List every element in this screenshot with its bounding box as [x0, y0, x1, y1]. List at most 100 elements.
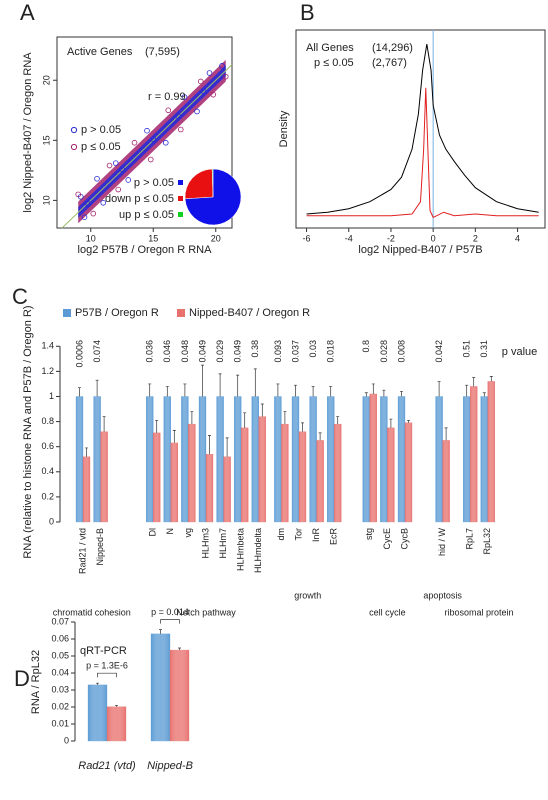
point: [147, 156, 154, 163]
panel-letter: B: [300, 0, 315, 25]
error-bar: [218, 373, 222, 397]
error-bar: [400, 391, 403, 397]
annotation: r = 0.99: [148, 91, 186, 103]
y-tick-label: 0.06: [51, 633, 69, 643]
error-bar: [437, 381, 441, 397]
x-tick-label: Nipped-B: [95, 528, 105, 566]
y-tick-label: 0.04: [51, 667, 69, 677]
error-bar: [472, 377, 476, 387]
x-tick-label: vg: [183, 528, 193, 538]
bar-shine: [153, 432, 161, 522]
error-bar: [283, 411, 287, 425]
y-axis-label: RNA / RpL32: [30, 650, 42, 714]
error-bar: [389, 418, 393, 428]
p-value: 0.029: [215, 340, 225, 363]
bar-shine: [292, 396, 299, 522]
error-bar: [444, 427, 448, 441]
pie-legend-swatch: [178, 180, 183, 185]
x-axis-label: log2 P57B / Oregon R RNA: [78, 244, 213, 256]
x-tick-label: Tor: [293, 528, 303, 541]
x-tick-label: 4: [515, 233, 520, 243]
p-value: 0.046: [162, 340, 172, 363]
x-tick-label: Nipped-B: [147, 760, 193, 772]
x-tick-label: HLHm7: [218, 528, 228, 559]
y-tick-label: 0.01: [51, 718, 69, 728]
legend-label: All Genes: [306, 42, 354, 54]
bar-shine: [442, 440, 450, 522]
p-value: 0.008: [396, 340, 406, 363]
x-tick-label: 2: [473, 233, 478, 243]
x-tick-label: RpL32: [482, 528, 492, 555]
y-axis-label: RNA (relative to histone RNA and P57B / …: [22, 305, 34, 558]
bar-shine: [380, 396, 388, 522]
point: [106, 162, 113, 169]
bracket: [97, 672, 117, 678]
chart-title: Active Genes: [67, 46, 133, 58]
point: [194, 108, 200, 115]
y-tick-label: 0.4: [41, 466, 54, 476]
point: [219, 63, 225, 69]
bar-shine: [163, 396, 171, 522]
error-bar: [95, 379, 99, 397]
y-tick-label: 10: [41, 195, 51, 205]
error-bar: [201, 364, 204, 397]
p-value: 0.31: [479, 340, 489, 358]
error-bar: [85, 447, 88, 457]
density-line: [306, 43, 539, 215]
point: [100, 199, 107, 206]
y-tick-label: 0.6: [41, 441, 54, 451]
x-tick-label: hid / W: [437, 528, 447, 557]
p-value: 0.38: [250, 340, 260, 358]
bar-shine: [405, 422, 412, 522]
error-bar: [183, 383, 187, 397]
x-tick-label: HLHmdelta: [253, 528, 263, 573]
error-bar: [382, 389, 386, 397]
p-value: 0.0006: [74, 340, 84, 368]
error-bar: [172, 430, 176, 443]
chart-title: qRT-PCR: [80, 645, 127, 657]
p-value: 0.036: [145, 340, 155, 363]
x-tick-label: 15: [148, 233, 158, 243]
error-bar: [243, 412, 247, 428]
point: [177, 126, 184, 133]
x-tick-label: stg: [364, 528, 374, 540]
point: [162, 139, 169, 146]
error-bar: [115, 704, 118, 707]
error-bar: [225, 437, 229, 457]
bar-shine: [216, 396, 224, 522]
y-tick-label: 1.4: [41, 341, 54, 351]
point: [115, 186, 122, 193]
point: [210, 91, 217, 98]
point: [165, 107, 172, 114]
x-tick-label: EcR: [329, 528, 339, 546]
p-value: 0.049: [197, 340, 207, 363]
point: [81, 214, 88, 220]
p-value: 0.018: [326, 340, 336, 363]
p-value: 0.042: [434, 340, 444, 363]
bar-shine: [362, 396, 370, 522]
bar-shine: [251, 396, 259, 522]
point: [181, 94, 188, 100]
bar-shine: [170, 442, 178, 522]
x-tick-label: Rad21 / vtd: [77, 528, 87, 574]
error-bar: [301, 422, 304, 432]
error-bar: [489, 376, 493, 382]
density-line: [306, 87, 539, 219]
point: [144, 127, 150, 134]
error-bar: [276, 383, 280, 397]
legend-label: P57B / Oregon R: [75, 307, 159, 319]
point: [125, 177, 132, 183]
error-bar: [148, 383, 152, 397]
point: [200, 88, 207, 94]
chart-subtitle: (7,595): [145, 46, 180, 58]
p-value: 0.037: [290, 340, 300, 363]
group-label: apoptosis: [423, 590, 462, 600]
y-tick-label: 0: [64, 735, 69, 745]
point: [131, 139, 138, 146]
x-tick-label: -2: [387, 233, 395, 243]
pie-slice: [184, 168, 214, 200]
point: [85, 201, 92, 207]
x-tick-label: Dl: [148, 528, 158, 537]
x-tick-label: CycB: [399, 528, 409, 550]
bar-shine: [258, 416, 266, 522]
